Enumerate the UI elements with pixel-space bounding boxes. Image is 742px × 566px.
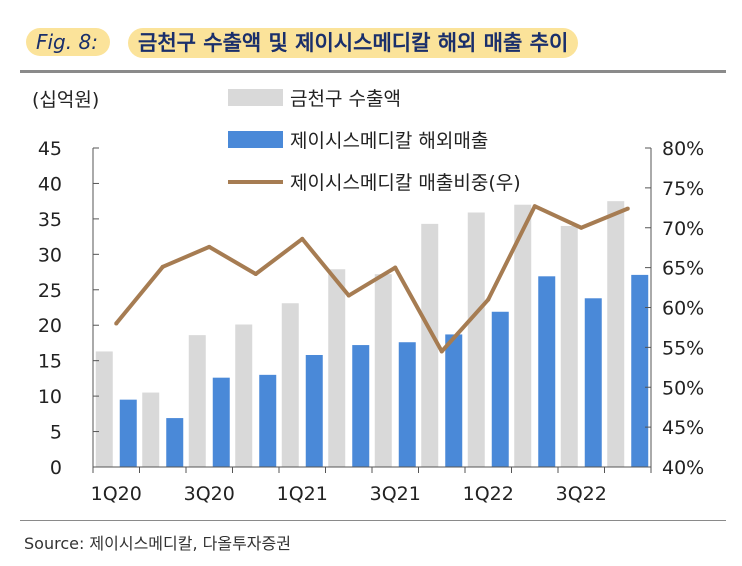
x-axis-tick-label: 3Q20 xyxy=(184,483,235,505)
legend-label-overseas-sales: 제이시스메디칼 해외매출 xyxy=(290,130,488,152)
right-axis-tick-label: 45% xyxy=(662,417,704,439)
bar-overseas-sales xyxy=(445,334,463,467)
bar-overseas-sales xyxy=(352,345,370,467)
right-axis-tick-label: 55% xyxy=(662,337,704,359)
left-axis-tick-label: 5 xyxy=(50,422,62,444)
line-ratio-series xyxy=(114,204,629,354)
right-axis-tick-label: 60% xyxy=(662,298,704,320)
bar-overseas-sales xyxy=(538,276,556,467)
x-axis-tick-label: 1Q22 xyxy=(463,483,514,505)
x-axis-tick-label: 3Q21 xyxy=(370,483,421,505)
figure-title: 금천구 수출액 및 제이시스메디칼 해외 매출 추이 xyxy=(128,28,579,58)
left-axis-tick-label: 25 xyxy=(38,280,62,302)
left-axis-tick-label: 20 xyxy=(38,315,62,337)
legend-label-total-exports: 금천구 수출액 xyxy=(290,88,401,110)
legend-swatch-total-exports xyxy=(228,89,283,106)
bar-total-exports xyxy=(374,274,392,467)
line-ratio-point xyxy=(579,225,584,230)
legend-swatch-overseas-sales xyxy=(228,131,283,148)
line-ratio-point xyxy=(346,293,351,298)
bar-overseas-sales xyxy=(491,311,509,467)
y-axis-unit-label: (십억원) xyxy=(32,89,99,111)
right-axis-tick-label: 65% xyxy=(662,258,704,280)
header-rule xyxy=(20,70,726,73)
bar-overseas-sales xyxy=(259,374,277,467)
line-ratio-point xyxy=(439,349,444,354)
bar-total-exports xyxy=(467,212,485,467)
bar-overseas-sales xyxy=(119,399,137,467)
left-axis-tick-label: 10 xyxy=(38,386,62,408)
bar-total-exports xyxy=(142,392,160,467)
figure-number: Fig. 8: xyxy=(26,28,110,56)
line-ratio-point xyxy=(253,272,258,277)
right-axis-tick-label: 80% xyxy=(662,138,704,160)
bar-total-exports xyxy=(421,223,439,467)
left-axis-tick-label: 30 xyxy=(38,244,62,266)
x-axis-tick-label: 1Q20 xyxy=(91,483,142,505)
legend-label-ratio-line: 제이시스메디칼 매출비중(우) xyxy=(290,172,521,194)
bar-overseas-sales xyxy=(398,342,416,467)
bar-total-exports xyxy=(607,201,625,467)
line-ratio-point xyxy=(625,206,630,211)
line-ratio-point xyxy=(486,297,491,302)
bar-overseas-sales xyxy=(584,298,602,467)
bar-total-exports xyxy=(95,351,113,467)
bar-total-exports xyxy=(235,324,253,467)
bar-total-exports xyxy=(188,335,206,467)
left-axis-tick-label: 35 xyxy=(38,209,62,231)
bar-total-exports xyxy=(328,269,346,467)
right-axis-tick-label: 75% xyxy=(662,178,704,200)
x-axis-tick-label: 1Q21 xyxy=(277,483,328,505)
left-axis-tick-label: 45 xyxy=(38,138,62,160)
right-axis-tick-label: 40% xyxy=(662,457,704,479)
line-ratio-point xyxy=(300,236,305,241)
bar-overseas-sales xyxy=(305,354,323,467)
x-axis-tick-label: 3Q22 xyxy=(556,483,607,505)
source-note: Source: 제이시스메디칼, 다올투자증권 xyxy=(24,534,291,553)
right-axis-tick-label: 70% xyxy=(662,218,704,240)
bar-total-exports xyxy=(281,303,299,467)
footer-rule xyxy=(20,520,726,521)
line-ratio-point xyxy=(393,265,398,270)
left-axis-tick-label: 40 xyxy=(38,173,62,195)
figure-header: Fig. 8: 금천구 수출액 및 제이시스메디칼 해외 매출 추이 xyxy=(20,8,720,72)
bar-overseas-sales xyxy=(212,377,230,467)
bar-overseas-sales xyxy=(631,274,649,467)
left-axis-tick-label: 15 xyxy=(38,351,62,373)
bar-total-exports xyxy=(514,204,532,467)
line-ratio-point xyxy=(114,321,119,326)
line-ratio-point xyxy=(160,264,165,269)
line-ratio-point xyxy=(207,244,212,249)
bar-overseas-sales xyxy=(166,418,184,467)
right-axis-tick-label: 50% xyxy=(662,377,704,399)
line-ratio-point xyxy=(532,204,537,209)
bar-total-exports xyxy=(560,225,578,467)
left-axis-tick-label: 0 xyxy=(50,457,62,479)
